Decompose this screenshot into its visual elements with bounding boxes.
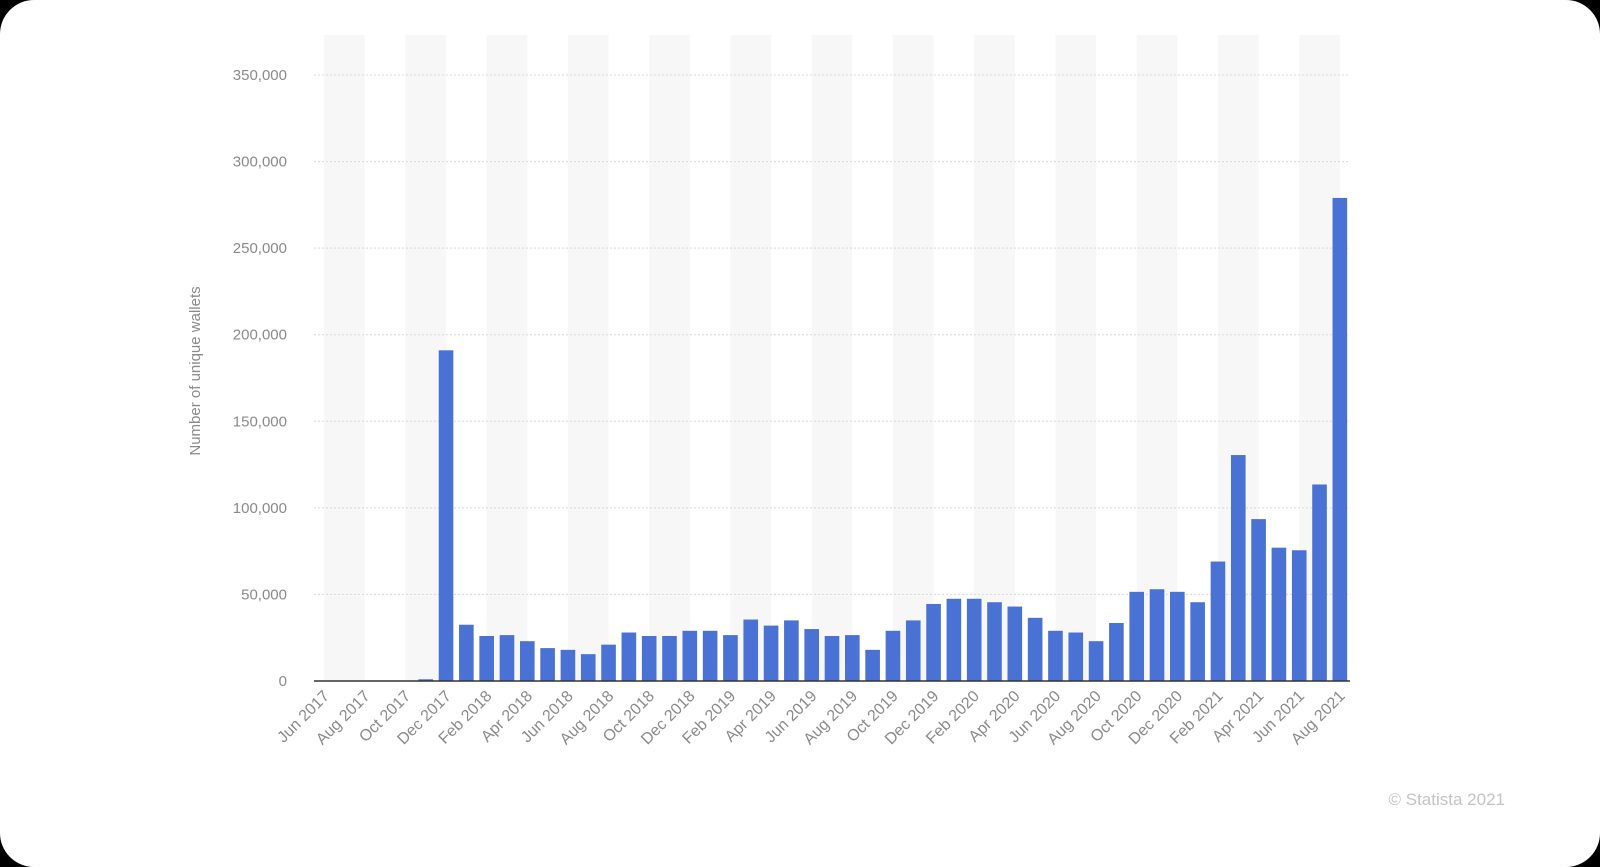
bar xyxy=(885,630,901,681)
background-stripe xyxy=(974,35,1015,681)
y-tick-label: 0 xyxy=(279,673,287,690)
bar xyxy=(1027,617,1043,681)
bar xyxy=(438,350,454,681)
bar xyxy=(1109,622,1124,681)
bar xyxy=(926,603,941,681)
background-stripe xyxy=(1136,35,1178,681)
bar xyxy=(1190,602,1205,681)
bar xyxy=(1271,547,1287,681)
bar xyxy=(723,635,738,681)
y-tick-label: 200,000 xyxy=(233,327,287,344)
bar xyxy=(845,635,860,681)
bar xyxy=(418,679,434,681)
bar xyxy=(1068,632,1084,681)
y-axis-label: Number of unique wallets xyxy=(187,286,204,455)
bar xyxy=(702,630,718,681)
bar xyxy=(1048,630,1063,681)
bar xyxy=(824,635,840,681)
bar xyxy=(601,644,616,681)
bar xyxy=(662,635,677,681)
background-stripe xyxy=(892,35,934,681)
bar xyxy=(621,632,637,681)
bar xyxy=(560,649,576,681)
bar xyxy=(1291,550,1307,681)
bar xyxy=(1007,606,1023,681)
bar xyxy=(1230,455,1246,681)
y-tick-label: 50,000 xyxy=(241,586,287,603)
bar xyxy=(540,648,555,681)
bar xyxy=(1312,484,1327,681)
bar xyxy=(1170,591,1185,681)
background-stripe xyxy=(811,35,853,681)
bar xyxy=(966,598,982,681)
bar xyxy=(946,598,962,681)
background-stripe xyxy=(649,35,690,681)
bar xyxy=(743,619,759,681)
bar xyxy=(519,641,535,681)
y-tick-label: 350,000 xyxy=(233,67,287,84)
bar xyxy=(1149,589,1165,681)
bar xyxy=(641,635,657,681)
bar xyxy=(459,624,474,681)
background-stripe xyxy=(567,35,609,681)
background-stripe xyxy=(324,35,365,681)
bar xyxy=(479,635,494,681)
bar xyxy=(1210,561,1226,681)
y-tick-label: 250,000 xyxy=(233,240,287,257)
credit: © Statista 2021 xyxy=(1389,790,1506,809)
bar xyxy=(865,649,880,681)
bar xyxy=(987,602,1002,681)
bar xyxy=(784,620,799,681)
bar xyxy=(763,625,779,681)
background-stripe xyxy=(1055,35,1097,681)
y-tick-label: 150,000 xyxy=(233,413,287,430)
bar xyxy=(1129,591,1145,681)
background-stripe xyxy=(730,35,772,681)
bar xyxy=(682,630,698,681)
bar xyxy=(1251,519,1266,681)
bar xyxy=(1088,641,1104,681)
bar xyxy=(580,654,596,681)
bar xyxy=(804,629,819,681)
y-tick-label: 100,000 xyxy=(233,500,287,517)
y-tick-label: 300,000 xyxy=(233,154,287,171)
background-stripe xyxy=(486,35,528,681)
bar xyxy=(905,620,921,681)
bar xyxy=(499,635,515,681)
bar xyxy=(1332,197,1348,681)
